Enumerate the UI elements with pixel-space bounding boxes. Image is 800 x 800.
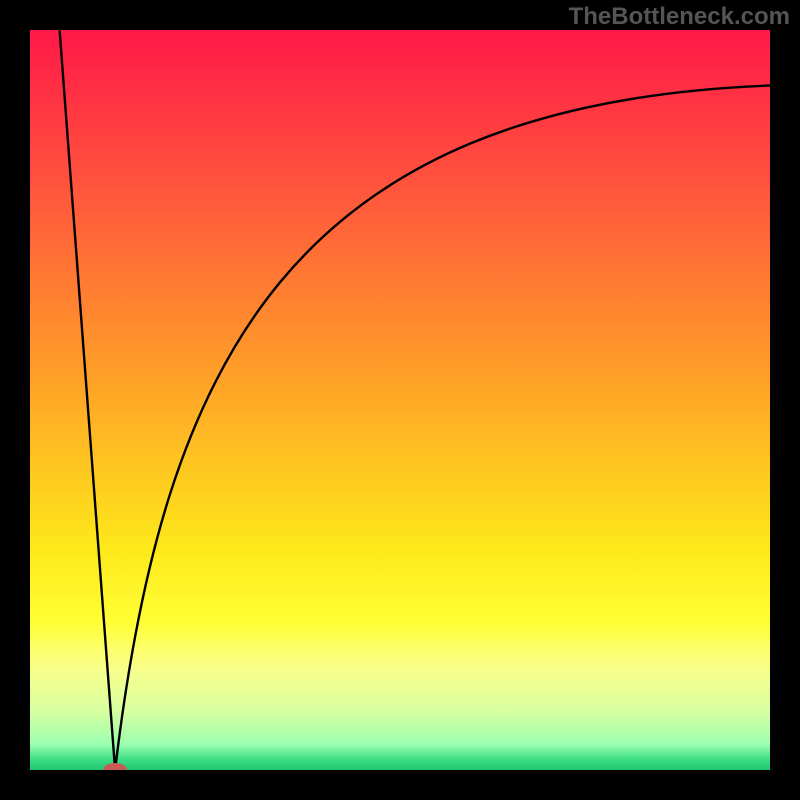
gradient-background [30,30,770,770]
watermark-text: TheBottleneck.com [569,3,790,31]
chart-root: TheBottleneck.com [0,0,800,800]
plot-area [30,30,770,770]
plot-svg [30,30,770,770]
